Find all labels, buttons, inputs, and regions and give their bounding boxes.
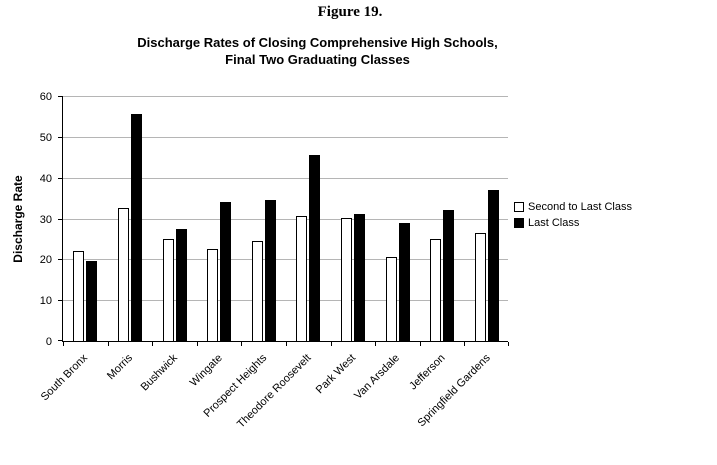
legend-entry-second-to-last-class: Second to Last Class (514, 199, 632, 215)
legend: Second to Last Class Last Class (514, 199, 632, 231)
x-axis-tick (197, 342, 198, 346)
bar-last-class (220, 202, 231, 341)
x-category-label: Jefferson (407, 352, 448, 393)
x-category-label: Van Arsdale (352, 352, 403, 402)
x-category-label: Bushwick (138, 352, 180, 394)
bar-second-to-last-class (73, 251, 84, 341)
bar-second-to-last-class (475, 233, 486, 341)
bar-last-class (309, 155, 320, 341)
y-axis-tick (58, 300, 63, 302)
x-category-label: Morris (105, 352, 136, 383)
gridline (63, 259, 508, 261)
bar-second-to-last-class (341, 218, 352, 341)
x-axis-tick (375, 342, 376, 346)
chart-title-line2: Final Two Graduating Classes (225, 52, 410, 67)
gridline (63, 136, 508, 138)
y-axis-tick-labels: 0 10 20 30 40 50 60 (0, 91, 54, 348)
bar-last-class (265, 200, 276, 341)
x-axis-tick (420, 342, 421, 346)
bar-second-to-last-class (430, 239, 441, 341)
bar-last-class (86, 261, 97, 341)
bar-second-to-last-class (207, 249, 218, 341)
legend-label-last-class: Last Class (528, 217, 580, 229)
x-axis-labels: South Bronx Morris Bushwick Wingate Prospect… (39, 344, 508, 459)
y-axis-tick (58, 340, 63, 341)
y-tick-label: 40 (39, 172, 52, 185)
x-category-label: Wingate (187, 352, 225, 390)
gridline (63, 177, 508, 179)
x-axis-tick (108, 342, 109, 346)
y-tick-label: 0 (45, 336, 52, 348)
y-axis-tick (58, 96, 63, 97)
y-tick-label: 60 (39, 91, 52, 103)
x-axis-tick (331, 342, 332, 346)
x-category-label: South Bronx (39, 352, 91, 404)
bar-second-to-last-class (296, 216, 307, 341)
y-tick-label: 20 (39, 254, 52, 267)
y-axis-tick (58, 218, 63, 220)
chart-title: Discharge Rates of Closing Comprehensive… (60, 34, 575, 68)
x-axis-tick (464, 342, 465, 346)
x-axis-tick (63, 342, 64, 346)
x-axis-tick (286, 342, 287, 346)
y-tick-label: 10 (39, 295, 52, 308)
y-tick-label: 30 (39, 213, 52, 226)
bar-second-to-last-class (118, 208, 129, 341)
y-axis-tick (58, 177, 63, 179)
legend-label-second-to-last-class: Second to Last Class (528, 201, 632, 213)
legend-entry-last-class: Last Class (514, 215, 632, 231)
y-axis-tick (58, 136, 63, 138)
y-axis-tick (58, 259, 63, 261)
x-axis-tick (152, 342, 153, 346)
bar-last-class (176, 229, 187, 341)
legend-swatch-last-class (514, 218, 524, 228)
x-category-label: Park West (314, 352, 359, 397)
legend-swatch-second-to-last-class (514, 202, 524, 212)
figure-label: Figure 19. (317, 4, 383, 20)
bar-last-class (131, 114, 142, 341)
gridline (63, 218, 508, 220)
chart-title-line1: Discharge Rates of Closing Comprehensive… (137, 35, 498, 50)
bar-last-class (443, 210, 454, 341)
bar-second-to-last-class (386, 257, 397, 341)
x-axis-tick (508, 342, 509, 346)
bar-second-to-last-class (163, 239, 174, 341)
gridline (63, 300, 508, 302)
bar-last-class (488, 190, 499, 341)
bar-last-class (399, 223, 410, 341)
plot-area (58, 96, 509, 346)
x-axis-tick (241, 342, 242, 346)
x-category-label: Theodore Roosevelt (234, 352, 314, 431)
bar-last-class (354, 214, 365, 341)
gridline (63, 96, 508, 97)
bar-second-to-last-class (252, 241, 263, 341)
y-tick-label: 50 (39, 131, 52, 144)
